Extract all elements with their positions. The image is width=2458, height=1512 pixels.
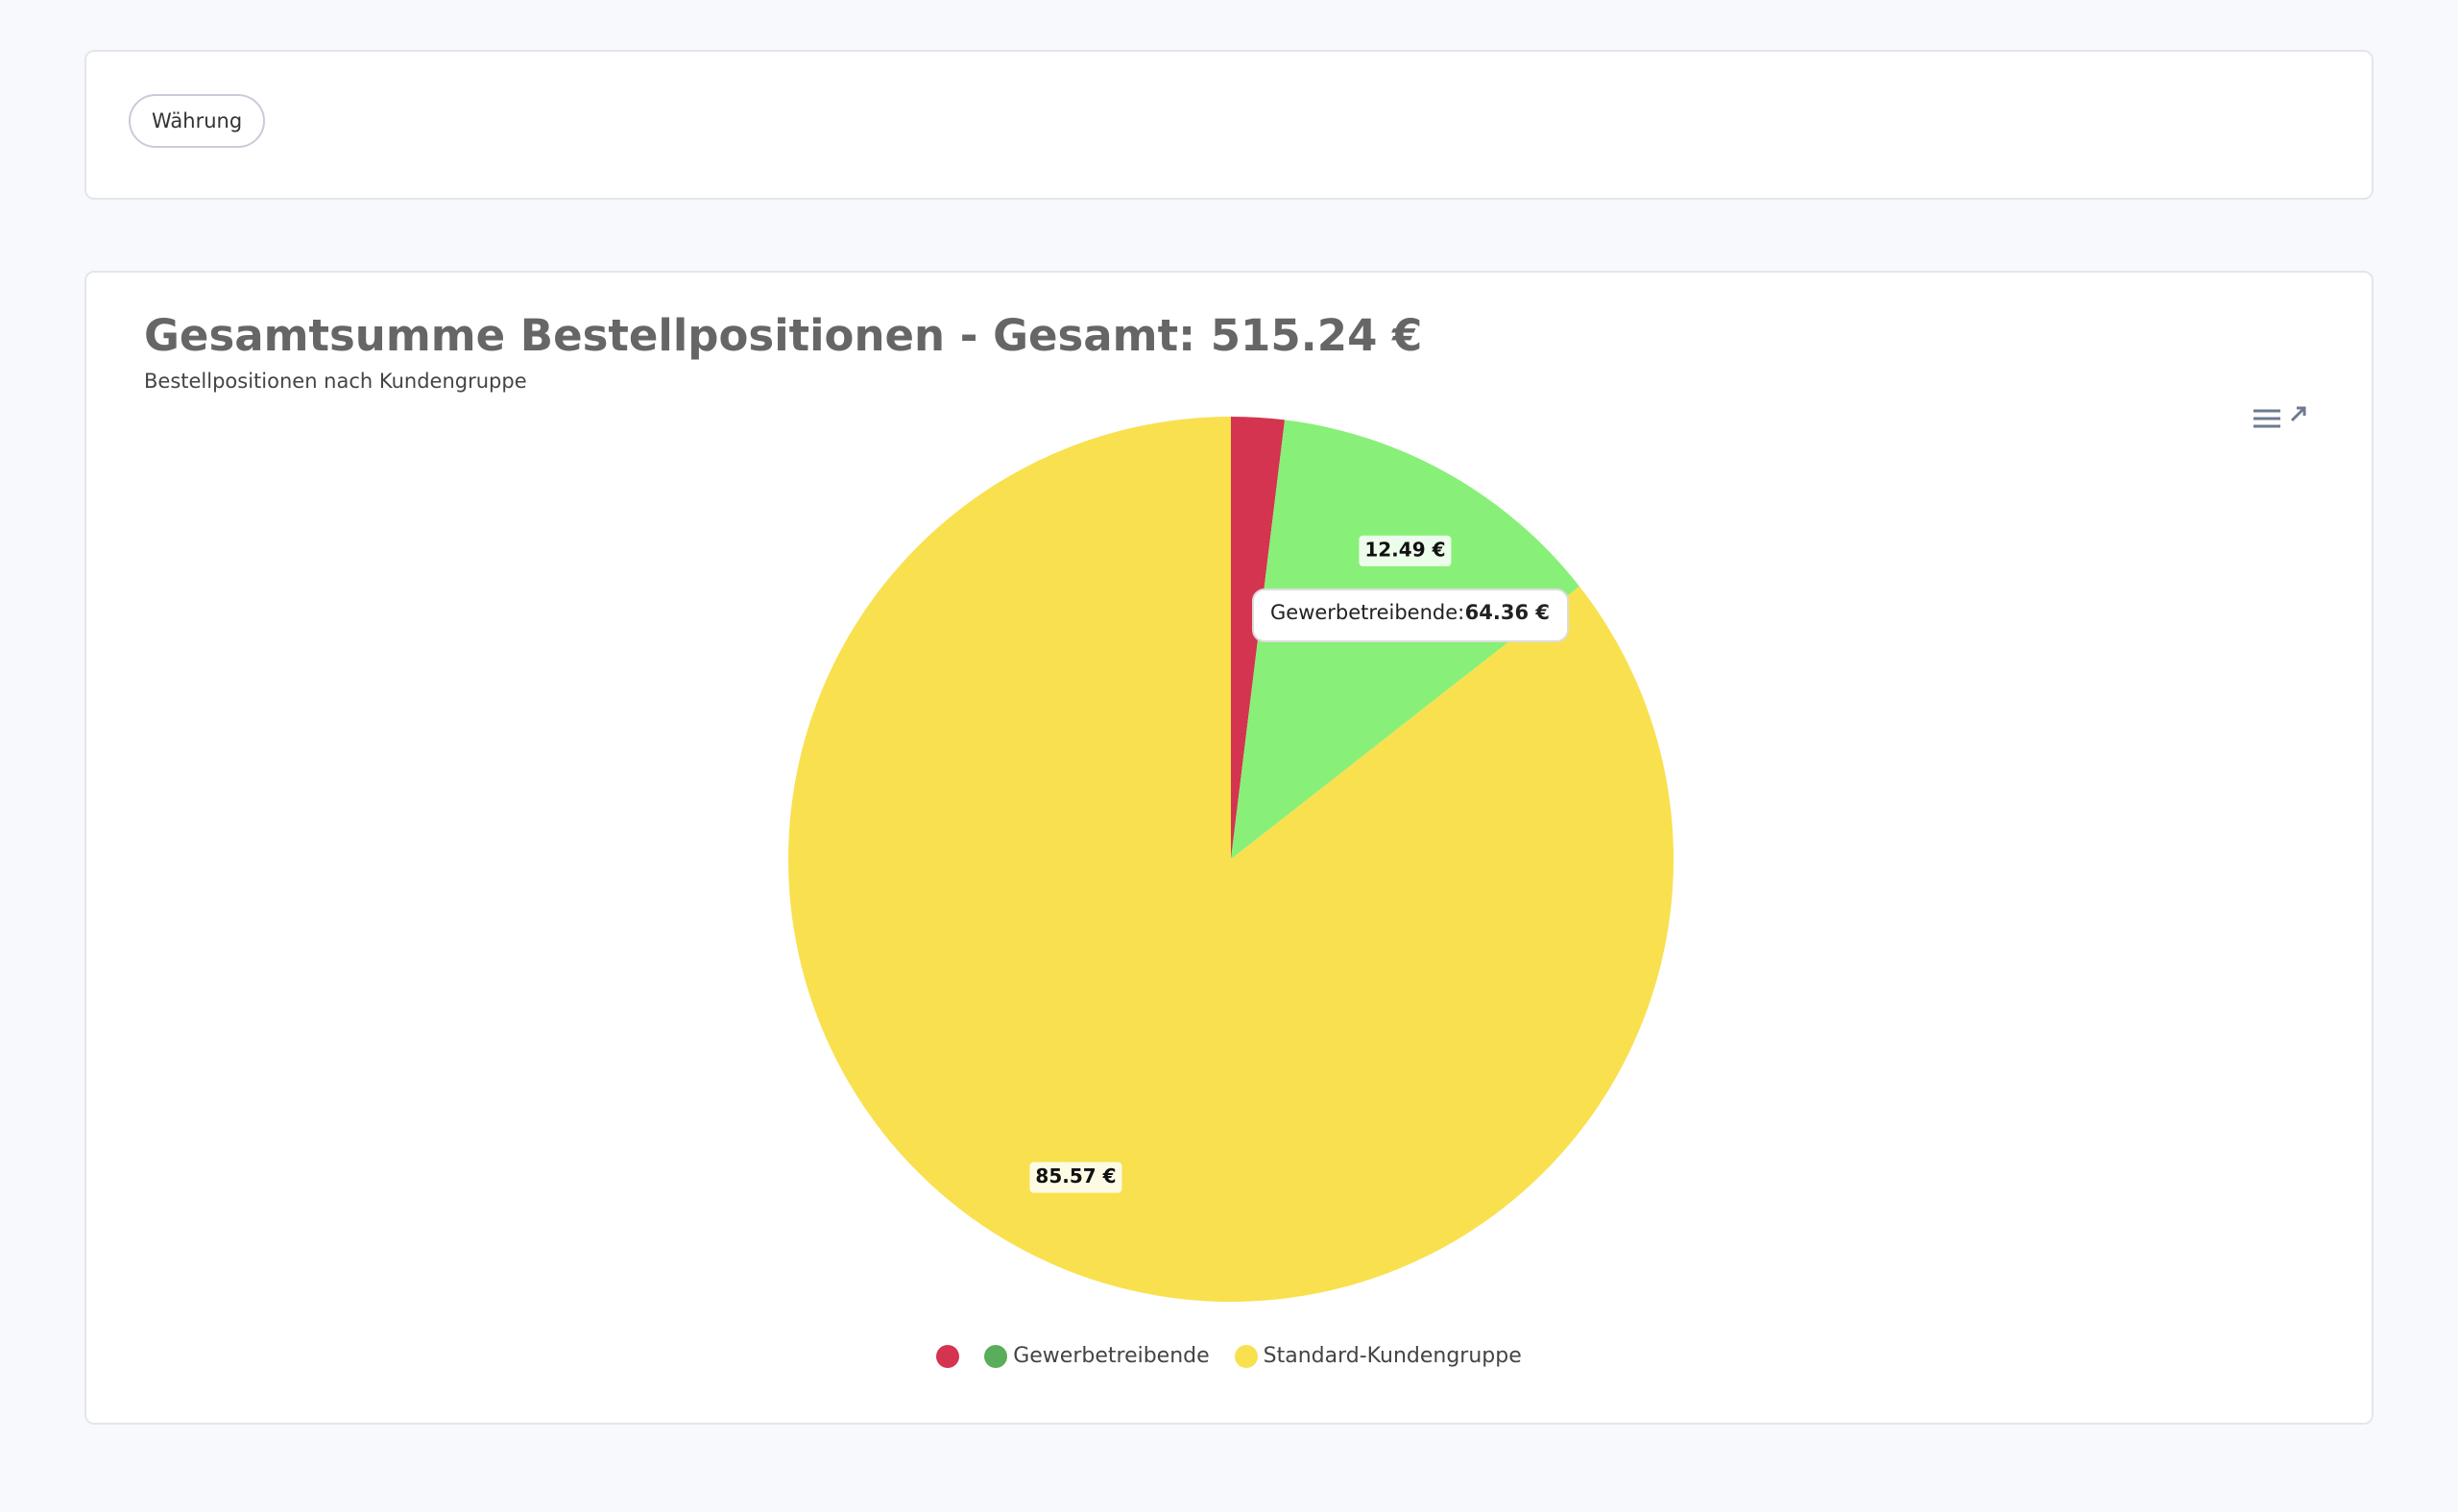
legend-label: Gewerbetreibende: [1013, 1344, 1210, 1368]
chart-subtitle: Bestellpositionen nach Kundengruppe: [144, 370, 527, 393]
legend-item[interactable]: Gewerbetreibende: [984, 1344, 1210, 1368]
filter-card: Währung: [84, 50, 2374, 200]
legend-label: Standard-Kundengruppe: [1263, 1344, 1522, 1368]
legend-marker: [984, 1344, 1008, 1368]
tooltip: Gewerbetreibende: 64.36 €: [1252, 588, 1569, 642]
legend-marker: [936, 1344, 960, 1368]
legend-item[interactable]: [936, 1344, 960, 1368]
data-label: 12.49 €: [1364, 538, 1445, 561]
tooltip-label: Gewerbetreibende:: [1270, 601, 1464, 624]
tooltip-value: 64.36 €: [1465, 601, 1550, 624]
pie-slice: [788, 417, 1675, 1303]
legend-item[interactable]: Standard-Kundengruppe: [1234, 1344, 1522, 1368]
data-label: 85.57 €: [1035, 1164, 1116, 1188]
menu-icon[interactable]: [2253, 406, 2306, 428]
data-label-bg: [1359, 535, 1452, 566]
chart-title: Gesamtsumme Bestellpositionen - Gesamt: …: [144, 310, 1422, 361]
currency-button[interactable]: Währung: [129, 94, 266, 148]
data-label-bg: [1029, 1162, 1122, 1193]
legend: Gewerbetreibende Standard-Kundengruppe: [0, 1344, 2458, 1368]
legend-marker: [1234, 1344, 1258, 1368]
